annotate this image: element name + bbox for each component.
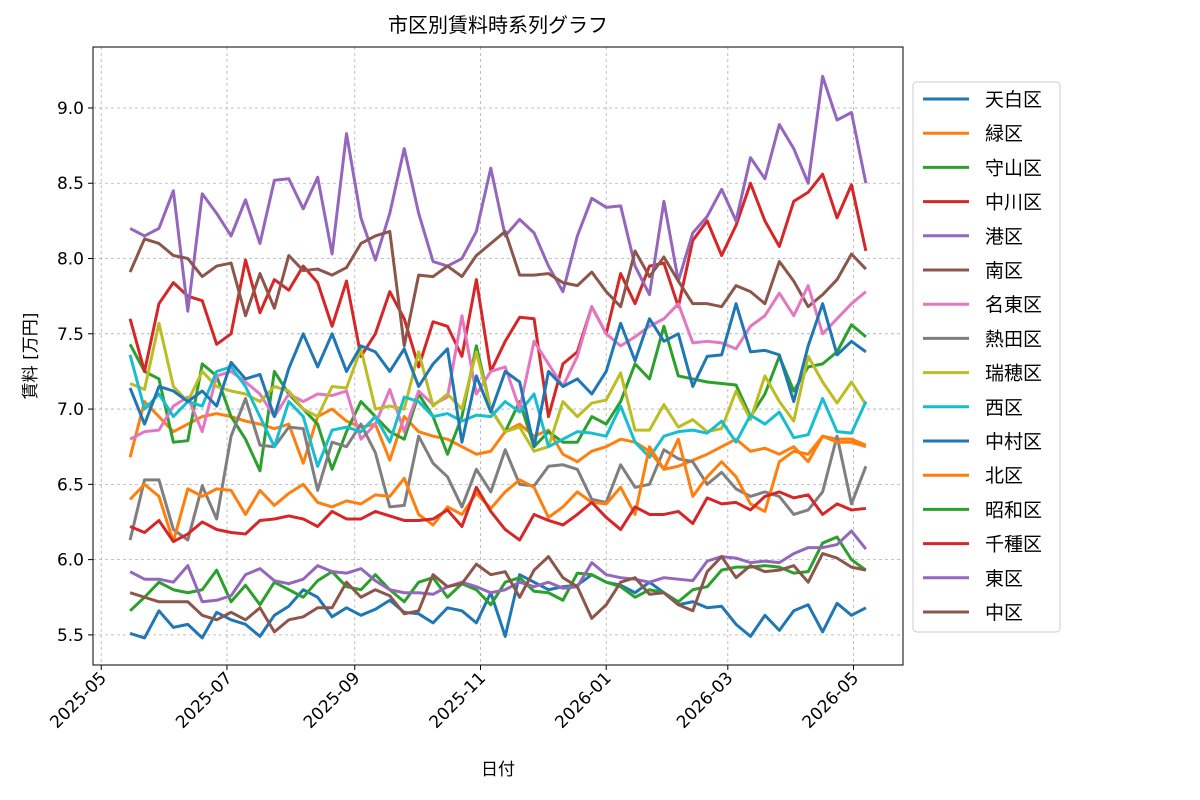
x-tick-label: 2026-05 bbox=[799, 668, 863, 732]
legend-box bbox=[912, 81, 1061, 633]
legend-label: 中川区 bbox=[985, 192, 1042, 214]
legend-label: 港区 bbox=[985, 226, 1023, 248]
x-tick-label: 2025-11 bbox=[426, 668, 490, 732]
y-tick-label: 7.0 bbox=[57, 400, 84, 420]
y-tick-label: 5.5 bbox=[57, 626, 84, 646]
y-tick-label: 8.5 bbox=[57, 174, 84, 194]
x-tick-label: 2025-07 bbox=[172, 668, 236, 732]
legend-label: 中村区 bbox=[985, 431, 1042, 453]
x-axis-label: 日付 bbox=[481, 760, 515, 780]
chart-title: 市区別賃料時系列グラフ bbox=[388, 13, 608, 37]
y-tick-label: 7.5 bbox=[57, 325, 84, 345]
series-line bbox=[129, 284, 867, 441]
series-line bbox=[129, 529, 868, 604]
legend-label: 瑞穂区 bbox=[985, 363, 1042, 385]
legend-label: 中区 bbox=[985, 602, 1023, 624]
plot-frame bbox=[92, 46, 904, 666]
x-tick-label: 2025-09 bbox=[300, 668, 364, 732]
legend-label: 西区 bbox=[985, 397, 1023, 419]
series-line bbox=[129, 434, 867, 544]
legend-label: 東区 bbox=[985, 568, 1023, 590]
series-line bbox=[128, 302, 867, 449]
series-line bbox=[129, 535, 867, 612]
series-line bbox=[129, 74, 868, 313]
legend-label: 南区 bbox=[985, 260, 1023, 282]
legend-label: 名東区 bbox=[985, 294, 1042, 316]
series-line bbox=[129, 552, 867, 634]
x-tick-label: 2026-03 bbox=[673, 668, 737, 732]
y-tick-label: 9.0 bbox=[57, 99, 84, 119]
legend-label: 天白区 bbox=[985, 89, 1042, 111]
y-tick-label: 8.0 bbox=[57, 250, 84, 270]
legend-label: 熱田区 bbox=[985, 328, 1042, 350]
legend-label: 千種区 bbox=[985, 534, 1042, 556]
y-tick-label: 6.0 bbox=[57, 551, 84, 571]
series-line bbox=[128, 172, 868, 419]
x-tick-label: 2026-01 bbox=[551, 668, 615, 732]
series-line bbox=[128, 354, 868, 468]
y-tick-label: 6.5 bbox=[57, 475, 84, 495]
legend-label: 守山区 bbox=[985, 157, 1042, 179]
series-line bbox=[129, 573, 867, 640]
series-line bbox=[129, 321, 868, 453]
x-tick-label: 2025-05 bbox=[46, 668, 110, 732]
series-line bbox=[128, 229, 867, 348]
legend-label: 昭和区 bbox=[985, 499, 1042, 521]
series-line bbox=[129, 485, 867, 544]
legend-label: 北区 bbox=[985, 465, 1023, 487]
y-axis-label: 賃料 [万円] bbox=[21, 313, 41, 400]
legend-label: 緑区 bbox=[985, 123, 1023, 145]
